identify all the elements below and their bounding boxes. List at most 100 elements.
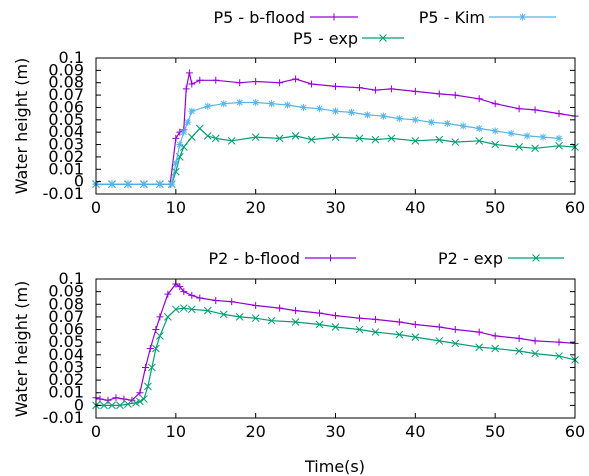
data-point (140, 181, 147, 188)
data-point (476, 125, 483, 132)
x-tick-label: 10 (166, 422, 186, 441)
y-tick-label: 0.1 (59, 48, 84, 67)
data-point (186, 69, 193, 76)
x-tick-label: 20 (245, 422, 265, 441)
data-point (412, 116, 419, 123)
data-point (412, 88, 419, 95)
data-point (276, 305, 283, 312)
data-point (188, 134, 195, 141)
series-1 (93, 281, 579, 404)
data-point (252, 302, 259, 309)
data-point (556, 110, 563, 117)
data-point (556, 339, 563, 346)
data-point (452, 326, 459, 333)
data-point (372, 87, 379, 94)
data-point (292, 307, 299, 314)
data-point (184, 119, 191, 126)
data-point (112, 394, 119, 401)
data-point (532, 106, 539, 113)
data-point (236, 99, 243, 106)
data-point (444, 120, 451, 127)
legend-label: P5 - Kim (419, 8, 485, 27)
series-line (96, 308, 575, 405)
data-point (176, 141, 183, 148)
data-point (356, 315, 363, 322)
data-point (120, 396, 127, 403)
data-point (196, 125, 203, 132)
x-tick-label: 50 (485, 422, 505, 441)
data-point (532, 337, 539, 344)
data-point (332, 108, 339, 115)
y-axis-label: Water height (m) (12, 58, 31, 195)
data-point (104, 397, 111, 404)
plot-frame (96, 279, 575, 418)
data-point (124, 181, 131, 188)
data-point (316, 310, 323, 317)
data-point (204, 103, 211, 110)
x-tick-label: 0 (91, 422, 101, 441)
plot-frame (96, 58, 575, 194)
data-point (156, 181, 163, 188)
data-point (556, 135, 563, 142)
data-point (412, 321, 419, 328)
data-point (108, 181, 115, 188)
data-point (388, 85, 395, 92)
data-point (540, 134, 547, 141)
data-point (196, 77, 203, 84)
data-point (220, 100, 227, 107)
data-point (492, 127, 499, 134)
legend-marker (327, 255, 334, 262)
data-point (356, 84, 363, 91)
series-layer (93, 69, 579, 187)
x-tick-label: 50 (485, 198, 505, 217)
x-tick-label: 40 (405, 198, 425, 217)
data-point (476, 329, 483, 336)
x-tick-label: 40 (405, 422, 425, 441)
data-point (196, 294, 203, 301)
data-point (180, 129, 187, 136)
series-2 (93, 125, 579, 188)
axes: 0 10 20 30 40 50 60-0.0100.010.020.030.040.050… (43, 269, 586, 441)
data-point (212, 297, 219, 304)
data-point (436, 90, 443, 97)
x-tick-label: 0 (91, 198, 101, 217)
data-point (316, 105, 323, 112)
legend-marker (331, 14, 338, 21)
data-point (524, 132, 531, 139)
series-layer (93, 281, 579, 409)
legend-label: P5 - exp (293, 29, 358, 48)
series-2 (93, 305, 579, 409)
data-point (172, 135, 179, 142)
chart-top: P5 - b-flood P5 - exp P5 - Kim 0 10 20 30 40… (12, 8, 585, 217)
data-point (516, 105, 523, 112)
y-tick-label: 0.1 (59, 269, 84, 288)
data-point (460, 123, 467, 130)
data-point (292, 76, 299, 83)
x-tick-label: 60 (565, 422, 585, 441)
data-point (372, 316, 379, 323)
data-point (142, 364, 149, 371)
data-point (228, 298, 235, 305)
x-tick-label: 30 (325, 422, 345, 441)
data-point (164, 313, 171, 320)
data-point (332, 312, 339, 319)
x-tick-label: 30 (325, 198, 345, 217)
series-line (96, 284, 575, 400)
data-point (156, 313, 163, 320)
data-point (236, 79, 243, 86)
data-point (364, 111, 371, 118)
data-point (396, 115, 403, 122)
data-point (204, 132, 211, 139)
data-point (452, 92, 459, 99)
data-point (492, 332, 499, 339)
y-axis-label: Water height (m) (12, 281, 31, 418)
legend-label: P5 - b-flood (213, 8, 305, 27)
x-tick-label: 60 (565, 198, 585, 217)
data-point (436, 324, 443, 331)
data-point (300, 104, 307, 111)
x-tick-label: 20 (245, 198, 265, 217)
data-point (252, 78, 259, 85)
data-point (516, 335, 523, 342)
data-point (168, 181, 175, 188)
data-point (284, 101, 291, 108)
